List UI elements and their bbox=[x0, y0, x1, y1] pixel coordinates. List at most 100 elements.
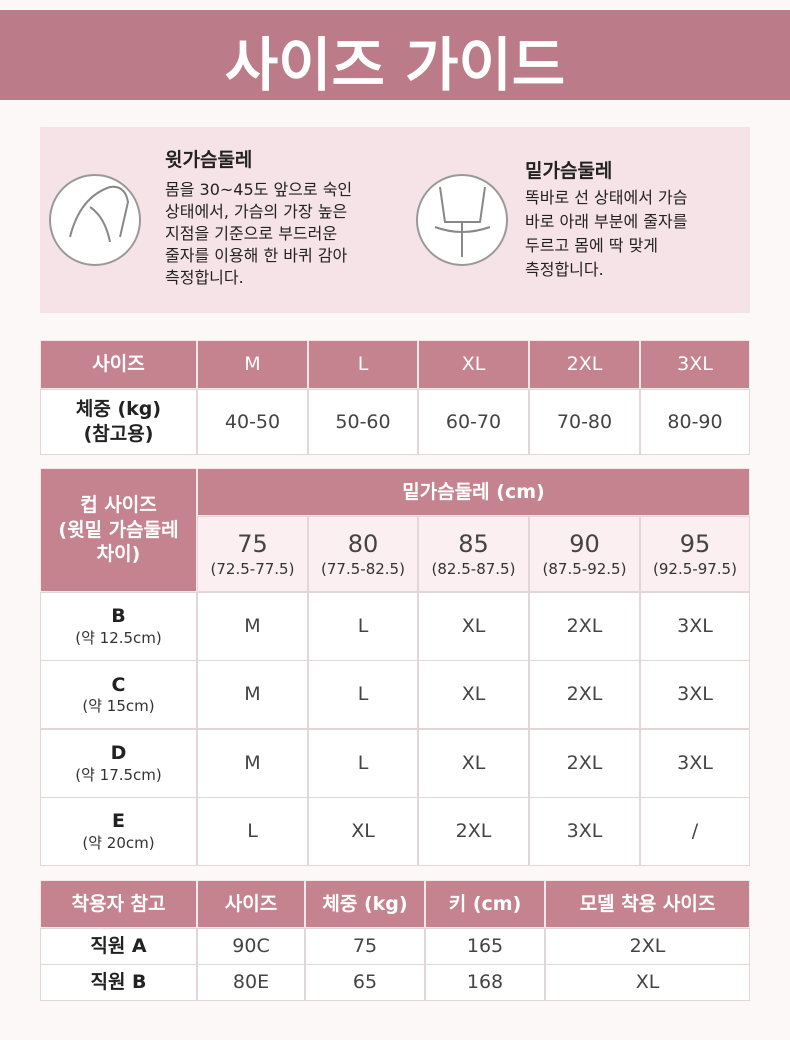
table-cell: 3XL bbox=[640, 728, 750, 798]
measure-line: 상태에서, 가슴의 가장 높은 bbox=[165, 202, 348, 221]
cell-text: 사이즈 bbox=[92, 353, 145, 376]
cell-text: 75 bbox=[352, 935, 378, 958]
cell-text: (약 20cm) bbox=[82, 833, 155, 852]
cell-text: (약 12.5cm) bbox=[75, 629, 162, 648]
table-cell: 60-70 bbox=[418, 389, 529, 455]
cell-text: (윗밑 가슴둘레 bbox=[58, 518, 179, 541]
table-cell: XL bbox=[418, 592, 529, 661]
header-cell: L bbox=[308, 340, 418, 389]
table-cell: 40-50 bbox=[197, 389, 308, 455]
cell-text: 키 (cm) bbox=[448, 892, 522, 915]
measure-title: 윗가슴둘레 bbox=[165, 149, 253, 171]
cell-text: M bbox=[244, 615, 261, 638]
cell-text: L bbox=[247, 819, 258, 842]
cell-text: / bbox=[691, 819, 699, 842]
cell-text: (약 17.5cm) bbox=[75, 765, 162, 784]
header-cell: 사이즈 bbox=[197, 880, 305, 928]
title: 사이즈 가이드 bbox=[224, 31, 566, 99]
cell-text: 65 bbox=[352, 971, 378, 994]
row-label: C (약 15cm) bbox=[40, 660, 197, 730]
table-cell: L bbox=[308, 728, 418, 798]
cell-text: XL bbox=[461, 353, 486, 376]
cell-text: 90C bbox=[232, 935, 270, 958]
cell-text: XL bbox=[461, 615, 486, 638]
cell-text: 체중 (kg) bbox=[75, 398, 162, 421]
cell-text: 컵 사이즈 bbox=[80, 493, 157, 516]
table-cell: 70-80 bbox=[529, 389, 640, 455]
measure-box bbox=[40, 127, 750, 313]
cell-text: 직원 A bbox=[90, 935, 147, 958]
cell-text: L bbox=[357, 353, 369, 376]
cell-text: 85 bbox=[458, 529, 489, 558]
cell-text: 165 bbox=[466, 935, 504, 958]
table-cell: 75 bbox=[305, 928, 425, 965]
cell-text: 80-90 bbox=[667, 410, 723, 433]
title-bar bbox=[0, 10, 790, 100]
cell-text: 3XL bbox=[677, 683, 713, 706]
cell-text: (참고용) bbox=[83, 423, 154, 445]
table-cell: 168 bbox=[425, 964, 545, 1001]
group-header: 밑가슴둘레 (cm) bbox=[197, 468, 750, 516]
column-header: 75 (72.5-77.5) bbox=[197, 516, 308, 592]
cell-text: 직원 B bbox=[90, 971, 147, 994]
row-label: E (약 20cm) bbox=[40, 796, 197, 866]
table-cell: M bbox=[197, 592, 308, 661]
cell-text: XL bbox=[461, 683, 486, 706]
cell-text: 95 bbox=[679, 529, 711, 558]
header-cell: 사이즈 bbox=[40, 340, 197, 389]
cell-text: 75 bbox=[237, 529, 268, 558]
cell-text: L bbox=[357, 751, 369, 774]
cell-text: B bbox=[111, 605, 126, 628]
cell-text: 2XL bbox=[566, 683, 603, 706]
table-cell: 80E bbox=[197, 964, 305, 1001]
measure-line: 줄자를 이용해 한 바퀴 감아 bbox=[165, 246, 348, 265]
table-cell: 165 bbox=[425, 928, 545, 965]
measure-title: 밑가슴둘레 bbox=[525, 160, 613, 182]
table-cell: L bbox=[308, 592, 418, 661]
table-cell: 90C bbox=[197, 928, 305, 965]
cell-text: 80 bbox=[347, 529, 379, 558]
measure-line: 바로 아래 부분에 줄자를 bbox=[525, 212, 688, 231]
header-cell: 체중 (kg) bbox=[305, 880, 425, 928]
table-cell: 2XL bbox=[529, 728, 640, 798]
corner-cell: 컵 사이즈 (윗밑 가슴둘레 차이) bbox=[40, 468, 197, 592]
column-header: 90 (87.5-92.5) bbox=[529, 516, 640, 592]
table-cell: XL bbox=[308, 796, 418, 866]
cell-text: 60-70 bbox=[445, 410, 502, 433]
measure-line: 몸을 30~45도 앞으로 숙인 bbox=[165, 180, 353, 199]
table-cell: 2XL bbox=[529, 592, 640, 661]
cell-text: D bbox=[110, 741, 127, 764]
cell-text: (77.5-82.5) bbox=[321, 559, 405, 578]
cell-text: M bbox=[244, 683, 261, 706]
cell-text: 착용자 참고 bbox=[71, 892, 166, 915]
row-label: B (약 12.5cm) bbox=[40, 592, 197, 661]
cell-text: E bbox=[112, 810, 125, 833]
measure-line: 똑바로 선 상태에서 가슴 bbox=[525, 188, 688, 207]
cell-text: M bbox=[244, 751, 261, 774]
measure-line: 측정합니다. bbox=[165, 268, 244, 287]
cell-text: XL bbox=[351, 819, 375, 842]
table-cell: 3XL bbox=[529, 796, 640, 866]
cell-text: 2XL bbox=[629, 935, 666, 958]
table-cell: XL bbox=[418, 660, 529, 730]
cell-text: 168 bbox=[466, 971, 504, 994]
table-cell: L bbox=[197, 796, 308, 866]
header-cell: XL bbox=[418, 340, 529, 389]
cell-text: 2XL bbox=[455, 819, 492, 842]
cell-text: (92.5-97.5) bbox=[653, 559, 737, 578]
table-cell: 직원 B bbox=[40, 964, 197, 1001]
cell-text: 3XL bbox=[566, 819, 603, 842]
cell-text: XL bbox=[461, 751, 486, 774]
cell-text: 차이) bbox=[96, 543, 141, 566]
measure-icons bbox=[49, 174, 508, 266]
table-cell: 2XL bbox=[418, 796, 529, 866]
table-cell: 50-60 bbox=[308, 389, 418, 455]
table-cell: M bbox=[197, 660, 308, 730]
cell-text: 3XL bbox=[677, 751, 713, 774]
table-cell: / bbox=[640, 796, 750, 866]
cell-text: 모델 착용 사이즈 bbox=[579, 892, 716, 915]
table-cell: XL bbox=[545, 964, 750, 1001]
header-cell: 키 (cm) bbox=[425, 880, 545, 928]
cell-text: L bbox=[357, 683, 369, 706]
